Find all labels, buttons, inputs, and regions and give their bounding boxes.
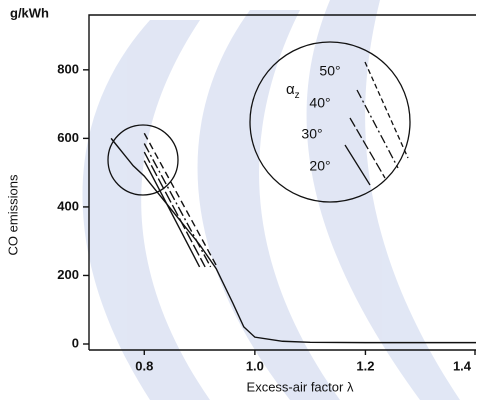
- series-label: 40°: [309, 95, 330, 111]
- series-label: 20°: [309, 158, 330, 174]
- y-tick-label: 600: [57, 130, 79, 145]
- x-tick-label: 0.8: [135, 358, 153, 373]
- series-line: [143, 151, 206, 268]
- y-axis-label: CO emissions: [5, 174, 20, 255]
- y-tick-label: 0: [72, 335, 79, 350]
- series-line: [143, 143, 212, 268]
- inset-symbol: αz: [286, 81, 300, 101]
- series-label: 50°: [319, 63, 340, 79]
- x-tick-label: 1.2: [356, 358, 374, 373]
- series-line: [143, 132, 217, 266]
- inset-circle: [249, 41, 411, 203]
- y-tick-label: 400: [57, 198, 79, 213]
- y-tick-label: 800: [57, 61, 79, 76]
- axes: [88, 14, 476, 351]
- inset-lines: [344, 61, 409, 186]
- zoom-circle: [107, 124, 179, 196]
- series-line: [110, 137, 476, 344]
- series-label: 30°: [301, 126, 322, 142]
- y-tick-label: 200: [57, 267, 79, 282]
- x-tick-label: 1.0: [246, 358, 264, 373]
- x-tick-label: 1.4: [453, 358, 472, 373]
- x-axis-label: Excess-air factor λ: [247, 379, 354, 394]
- unit-label: g/kWh: [10, 5, 49, 20]
- series-line: [143, 160, 201, 268]
